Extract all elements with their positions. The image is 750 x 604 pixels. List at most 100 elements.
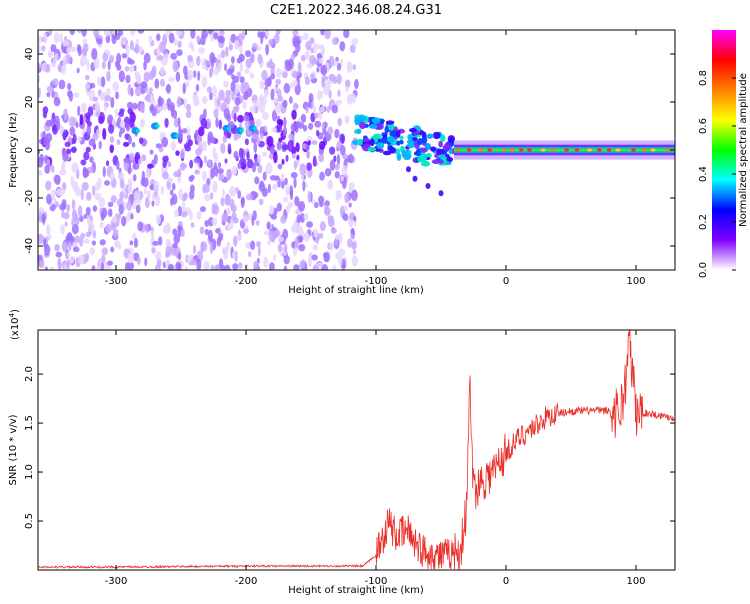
spectrogram-cell (89, 247, 95, 256)
spectrogram-cell (204, 220, 210, 227)
spectrogram-cell (283, 254, 290, 265)
spectrogram-cell (118, 130, 122, 138)
spectrogram-cell (89, 156, 94, 163)
spectrogram-cell (430, 146, 437, 152)
spectrogram-cell (276, 202, 282, 212)
spectrogram-cell (104, 180, 111, 186)
spectrogram-cell (362, 137, 370, 143)
figure-title: C2E1.2022.346.08.24.G31 (270, 3, 442, 18)
spectrogram-cell (375, 123, 384, 130)
spectrogram-cell (312, 155, 317, 167)
spectrogram-cell (193, 244, 197, 255)
spectrogram-cell (91, 240, 97, 246)
spectrogram-cell (294, 83, 301, 96)
snr-panel: -300 -200 -100 0 100 0.5 1.0 1.5 2.0 Height of s… (8, 309, 676, 596)
spectrogram-cell (101, 254, 106, 263)
spectrogram-cell (258, 93, 264, 106)
spectrogram-cell (318, 153, 325, 163)
spectrogram-cell (283, 196, 289, 203)
spectrogram-cell (94, 101, 101, 112)
spectrogram-cell (71, 224, 79, 235)
spectrogram-cell (51, 165, 55, 173)
spectrogram-cell (197, 70, 201, 82)
spectrogram-cell (212, 180, 218, 193)
spectrogram-cell (126, 200, 132, 211)
spectrogram-cell (167, 263, 174, 270)
spectrogram-cell (232, 105, 239, 114)
spectrogram-cell (421, 160, 431, 167)
spectrogram-cell (227, 143, 232, 155)
spectrogram-cell (77, 205, 83, 217)
spectrogram-cell (109, 135, 115, 144)
spectrogram-cell (447, 135, 456, 143)
spectrogram-cell (64, 54, 72, 64)
spectrogram-cell (220, 143, 226, 154)
spectrogram-cell (69, 126, 76, 136)
spectrogram-cell (285, 185, 290, 196)
spectrogram-cell (321, 75, 329, 81)
spectrogram-cell (137, 30, 145, 34)
spectrogram-cell (67, 90, 73, 98)
spectrogram-cell (238, 53, 245, 62)
colorbar-tick-label: 0.2 (698, 214, 709, 230)
spectrogram-cell (246, 193, 253, 201)
spectrogram-cell (66, 259, 71, 270)
spectrogram-cell (294, 195, 300, 207)
spectrogram-cell (104, 94, 112, 102)
spectrogram-cell (80, 188, 84, 201)
spectrogram-cell (321, 122, 325, 129)
spectrogram-cell (108, 54, 114, 64)
spectrogram-cell (131, 232, 137, 240)
spectrogram-cell (103, 100, 108, 112)
spectrogram-cell (300, 259, 306, 269)
spectrogram-cell (320, 45, 325, 57)
spectrogram-cell (91, 265, 96, 270)
spectrogram-cell (351, 38, 359, 46)
spectrogram-cell (92, 132, 99, 141)
spectrogram-cell (432, 131, 441, 140)
spectrogram-cell (384, 125, 389, 134)
spectrogram-cell (209, 64, 214, 77)
spectrogram-cell (121, 215, 127, 227)
spectrogram-cell (226, 207, 231, 215)
spectrogram-cell (201, 76, 208, 88)
spectrogram-cell (270, 214, 278, 220)
spectrogram-cell (207, 216, 214, 227)
spectrogram-cell (114, 108, 118, 118)
spectrogram-cell (149, 104, 155, 112)
band-peak (455, 148, 461, 152)
spectrogram-cell (102, 166, 106, 178)
spectrogram-cell (77, 105, 81, 117)
spectrogram-cell (147, 163, 154, 169)
spectrogram-cell (42, 111, 48, 119)
spectrogram-cell (214, 152, 219, 163)
snr-marks (38, 330, 675, 570)
spectrogram-cell (215, 117, 219, 128)
spectrogram-cell (99, 239, 106, 246)
spectrogram-cell (180, 211, 188, 218)
spectrogram-cell (112, 81, 120, 92)
spectrogram-cell (62, 56, 67, 68)
spectrogram-cell (329, 159, 336, 171)
spectrogram-cell (387, 122, 395, 131)
spectrogram-cell (71, 218, 75, 227)
spectrogram-cell (269, 174, 277, 181)
spectrogram-cell (101, 262, 105, 270)
spectrogram-cell (132, 162, 140, 170)
x-tick-label: -200 (235, 276, 258, 287)
spectrogram-cell (213, 108, 219, 119)
spectrogram-cell (183, 97, 187, 109)
spectrogram-cell (127, 261, 135, 270)
spectrogram-cell (302, 232, 309, 239)
spectrogram-cell (220, 197, 225, 206)
spectrogram-cell (107, 60, 111, 71)
spectrogram-cell (164, 252, 170, 259)
spectrogram-cell (117, 30, 124, 37)
spectrogram-cell (158, 106, 164, 112)
spectrogram-cell (81, 181, 89, 191)
spectrogram-cell (280, 214, 287, 224)
spectrogram-cell (150, 229, 155, 239)
spectrogram-cell (38, 62, 41, 71)
spectrogram-cell (215, 228, 221, 234)
spectrogram-cell (89, 82, 96, 89)
